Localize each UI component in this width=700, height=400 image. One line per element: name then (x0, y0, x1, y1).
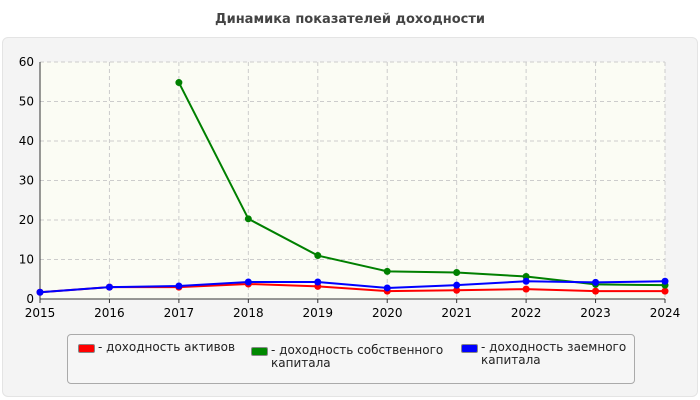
data-point-0 (522, 285, 530, 293)
data-point-2 (244, 278, 252, 286)
x-tick-label: 2017 (164, 306, 195, 320)
data-point-1 (244, 215, 252, 223)
x-tick-label: 2024 (650, 306, 681, 320)
legend-swatch-red (78, 344, 95, 353)
x-tick-label: 2016 (94, 306, 125, 320)
y-tick-label: 60 (19, 55, 34, 69)
x-tick-label: 2021 (441, 306, 472, 320)
data-point-2 (105, 283, 113, 291)
data-point-2 (36, 288, 44, 296)
y-tick-label: 10 (19, 253, 34, 267)
x-tick-label: 2022 (511, 306, 542, 320)
data-point-0 (661, 287, 669, 295)
data-point-1 (314, 252, 322, 260)
legend-swatch-blue (461, 344, 478, 353)
legend-label: - доходность собственного капитала (271, 343, 444, 370)
legend-item-assets[interactable]: - доходность активов (78, 341, 248, 354)
legend-label: - доходность активов (98, 340, 236, 354)
data-point-2 (592, 278, 600, 286)
legend-swatch-green (251, 347, 268, 356)
data-point-2 (175, 282, 183, 290)
x-tick-label: 2019 (303, 306, 334, 320)
legend-label: - доходность заемного капитала (481, 340, 627, 367)
x-tick-label: 2020 (372, 306, 403, 320)
data-point-2 (453, 281, 461, 289)
y-tick-label: 40 (19, 134, 34, 148)
series-line-2 (39, 280, 666, 294)
legend-item-equity[interactable]: - доходность собственного капитала (251, 344, 451, 370)
x-tick-label: 2015 (25, 306, 56, 320)
legend: - доходность активов - доходность собств… (67, 334, 635, 384)
x-tick-label: 2018 (233, 306, 264, 320)
data-point-1 (453, 269, 461, 277)
data-point-2 (383, 284, 391, 292)
data-point-1 (383, 267, 391, 275)
y-tick-label: 30 (19, 174, 34, 188)
data-point-2 (314, 278, 322, 286)
x-tick-label: 2023 (580, 306, 611, 320)
y-tick-label: 0 (26, 292, 34, 306)
y-tick-label: 50 (19, 95, 34, 109)
data-point-1 (175, 79, 183, 87)
legend-item-debt[interactable]: - доходность заемного капитала (461, 341, 631, 367)
data-point-0 (592, 287, 600, 295)
chart-title: Динамика показателей доходности (215, 12, 485, 27)
data-point-2 (661, 277, 669, 285)
data-point-2 (522, 277, 530, 285)
y-tick-label: 20 (19, 213, 34, 227)
data-point-0 (453, 286, 461, 294)
